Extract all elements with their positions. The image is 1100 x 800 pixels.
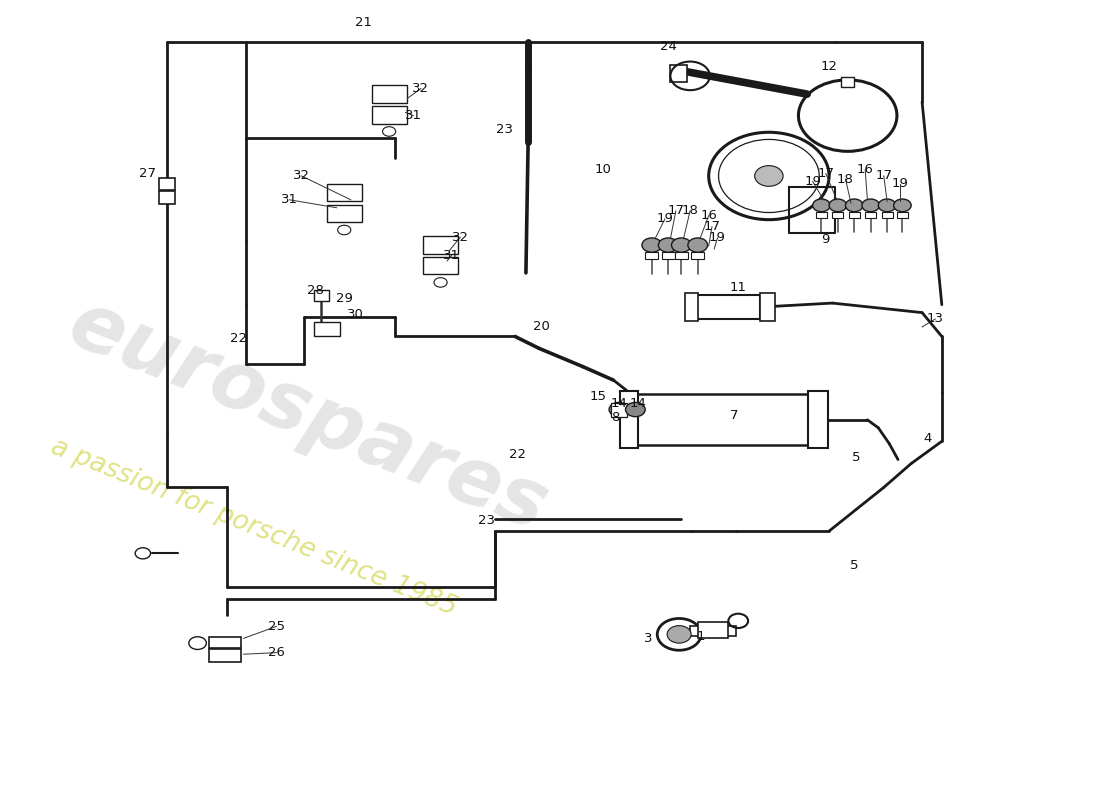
- Bar: [372, 86, 407, 103]
- Circle shape: [862, 199, 879, 212]
- Bar: [424, 236, 458, 254]
- Bar: [896, 212, 907, 218]
- Text: 19: 19: [804, 175, 821, 188]
- Text: 16: 16: [857, 163, 873, 176]
- Bar: [866, 212, 876, 218]
- Text: 22: 22: [230, 331, 246, 345]
- Text: 1: 1: [696, 630, 705, 643]
- Bar: [849, 212, 860, 218]
- Text: 27: 27: [139, 167, 156, 180]
- Bar: [697, 622, 728, 638]
- Text: 23: 23: [495, 123, 513, 136]
- Circle shape: [878, 199, 895, 212]
- Bar: [684, 293, 697, 322]
- Text: 25: 25: [268, 620, 285, 633]
- Bar: [808, 391, 828, 448]
- Circle shape: [813, 199, 830, 212]
- Text: 20: 20: [532, 321, 550, 334]
- Text: 32: 32: [293, 170, 310, 182]
- Text: 17: 17: [817, 167, 834, 180]
- Text: 11: 11: [729, 281, 747, 294]
- Text: 24: 24: [660, 40, 676, 53]
- Text: 9: 9: [822, 233, 830, 246]
- Text: 18: 18: [682, 205, 698, 218]
- Text: a passion for porsche since 1985: a passion for porsche since 1985: [46, 434, 460, 621]
- Bar: [833, 212, 844, 218]
- Circle shape: [671, 238, 691, 252]
- Circle shape: [667, 626, 691, 643]
- Circle shape: [755, 166, 783, 186]
- Bar: [670, 65, 686, 82]
- Circle shape: [642, 238, 661, 252]
- Text: 19: 19: [710, 231, 726, 245]
- Bar: [674, 252, 688, 259]
- Text: 7: 7: [729, 410, 738, 422]
- Bar: [160, 191, 175, 204]
- Text: 17: 17: [704, 220, 720, 234]
- Text: 18: 18: [837, 173, 854, 186]
- Bar: [690, 626, 736, 636]
- Text: 32: 32: [412, 82, 429, 95]
- Text: 14: 14: [629, 398, 646, 410]
- Bar: [327, 184, 362, 202]
- Text: 21: 21: [355, 16, 373, 29]
- Text: 13: 13: [926, 313, 944, 326]
- Bar: [424, 257, 458, 274]
- Bar: [694, 295, 760, 319]
- Text: 19: 19: [657, 212, 673, 226]
- Bar: [372, 106, 407, 123]
- Text: 16: 16: [701, 209, 717, 222]
- Text: 31: 31: [280, 194, 298, 206]
- Circle shape: [688, 238, 707, 252]
- Text: 22: 22: [508, 447, 526, 461]
- Text: 31: 31: [405, 109, 421, 122]
- Text: 26: 26: [268, 646, 285, 659]
- Circle shape: [846, 199, 864, 212]
- Bar: [636, 394, 808, 446]
- Text: 29: 29: [336, 292, 353, 305]
- Circle shape: [626, 402, 646, 417]
- Bar: [691, 252, 704, 259]
- Bar: [160, 178, 175, 190]
- Bar: [881, 212, 892, 218]
- Text: 17: 17: [668, 205, 684, 218]
- Bar: [314, 290, 329, 301]
- Text: 4: 4: [923, 432, 932, 445]
- Bar: [612, 403, 627, 418]
- Text: 30: 30: [346, 308, 364, 321]
- Text: 8: 8: [612, 411, 620, 424]
- Bar: [209, 637, 241, 648]
- Text: 14: 14: [610, 398, 627, 410]
- Bar: [314, 322, 340, 337]
- Text: 17: 17: [876, 170, 892, 182]
- Circle shape: [829, 199, 847, 212]
- Circle shape: [658, 238, 678, 252]
- Bar: [842, 78, 855, 87]
- Text: 32: 32: [452, 230, 469, 244]
- Bar: [760, 293, 775, 322]
- Text: 10: 10: [594, 163, 610, 176]
- Text: 5: 5: [852, 450, 860, 464]
- Bar: [646, 252, 658, 259]
- Bar: [327, 205, 362, 222]
- Bar: [209, 650, 241, 662]
- Circle shape: [708, 132, 829, 220]
- Bar: [816, 212, 827, 218]
- Text: 5: 5: [850, 558, 858, 572]
- Text: 28: 28: [307, 284, 324, 297]
- Circle shape: [609, 402, 629, 417]
- Text: 12: 12: [821, 60, 837, 73]
- Text: 31: 31: [443, 249, 460, 262]
- Text: 23: 23: [478, 514, 495, 527]
- Text: 19: 19: [892, 178, 909, 190]
- Text: 3: 3: [645, 632, 652, 645]
- Text: eurospares: eurospares: [57, 284, 559, 547]
- Text: 15: 15: [590, 390, 607, 403]
- Bar: [661, 252, 674, 259]
- Bar: [620, 391, 638, 448]
- Circle shape: [893, 199, 911, 212]
